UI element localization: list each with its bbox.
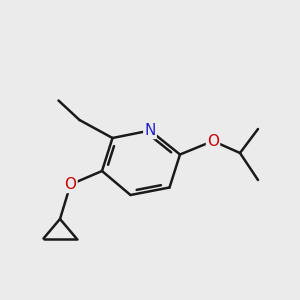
Text: O: O (64, 177, 76, 192)
Text: O: O (207, 134, 219, 148)
Text: N: N (144, 123, 156, 138)
